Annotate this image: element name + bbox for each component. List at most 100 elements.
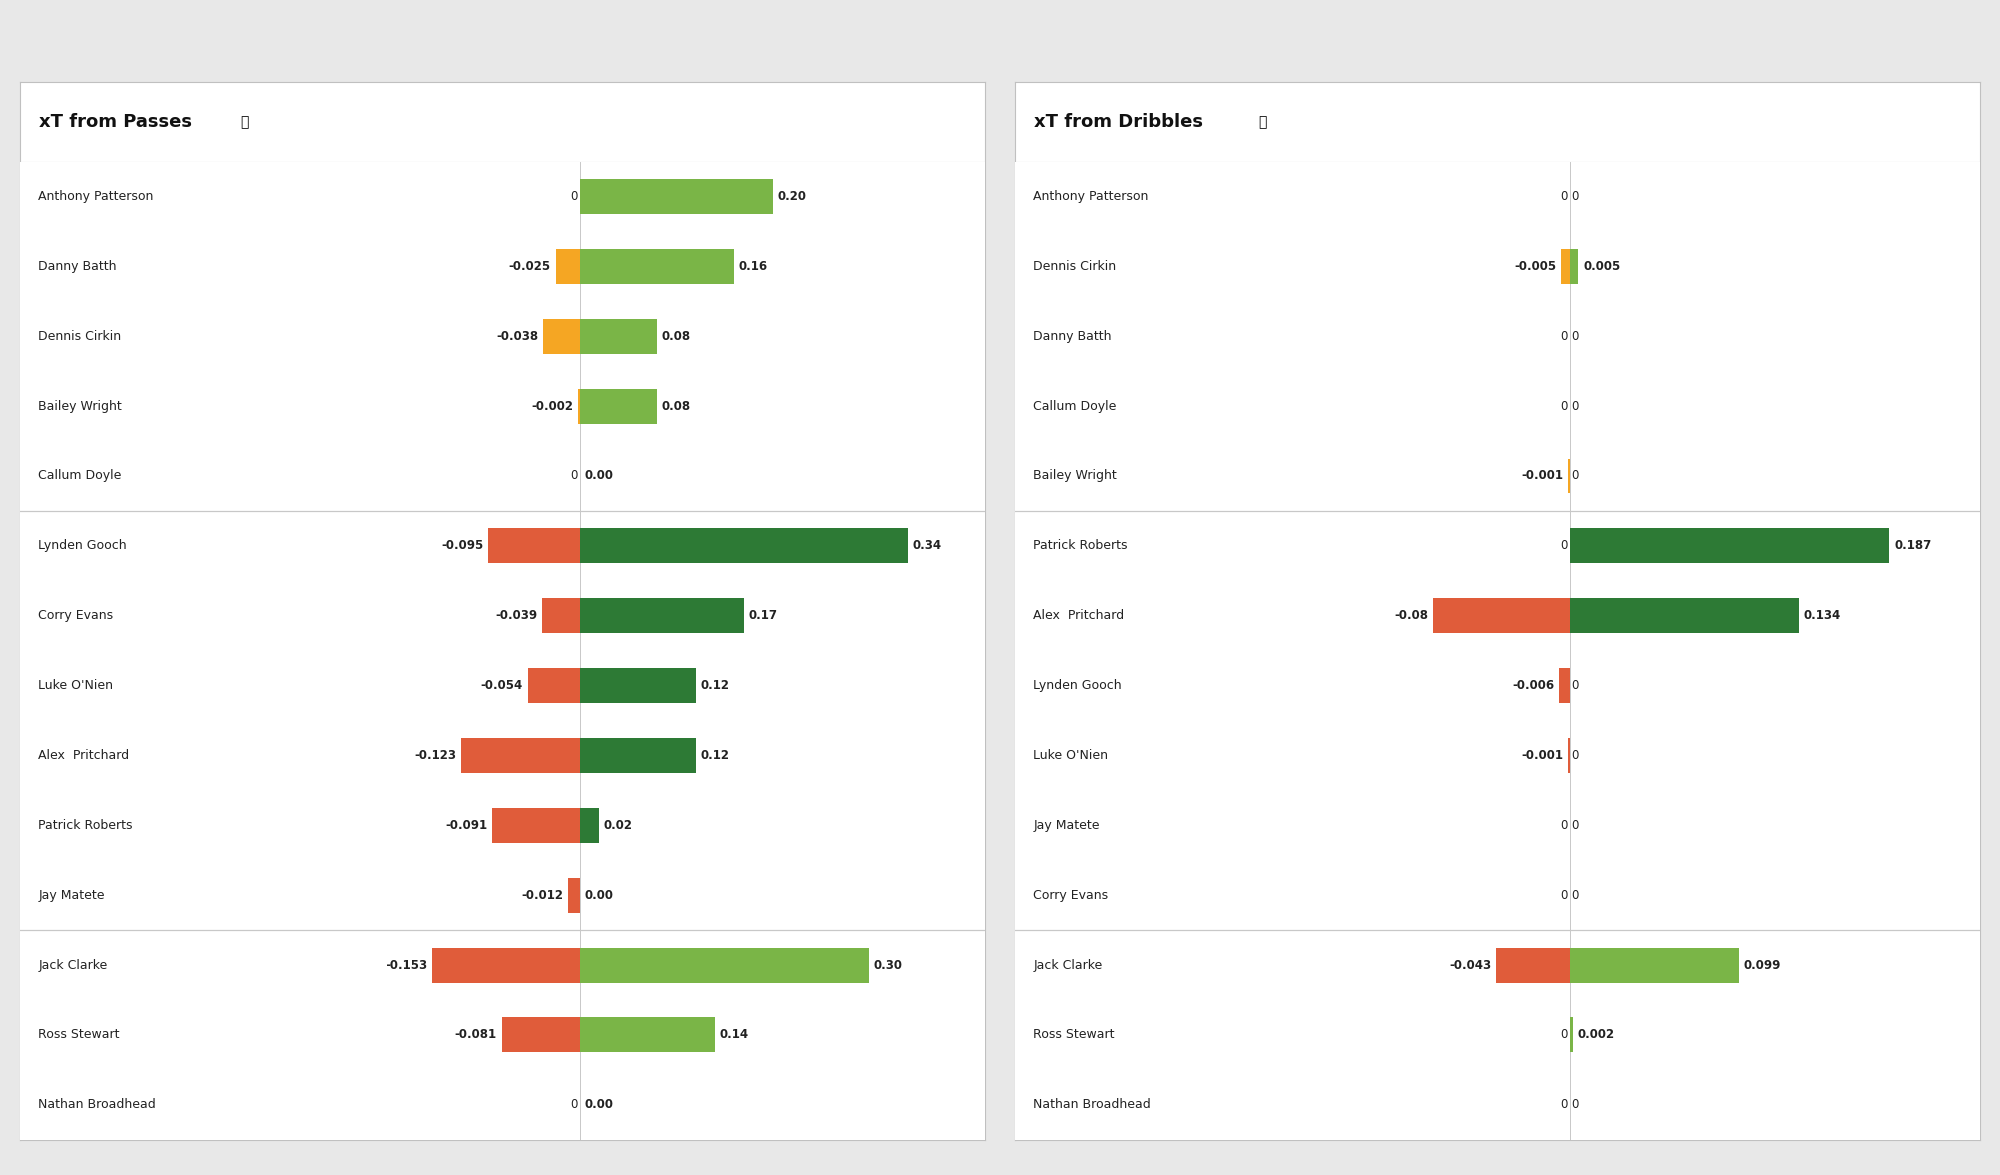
Bar [580,1018,714,1053]
Text: 0.002: 0.002 [1578,1028,1616,1041]
Text: xT from Passes: xT from Passes [40,113,192,130]
Text: 0: 0 [1572,330,1578,343]
Text: 0.134: 0.134 [1804,609,1840,623]
Text: 0.30: 0.30 [874,959,902,972]
Bar [492,808,580,842]
Text: Alex  Pritchard: Alex Pritchard [1034,609,1124,623]
Text: 0.20: 0.20 [778,190,806,203]
Bar [462,738,580,773]
Text: -0.001: -0.001 [1522,748,1564,761]
Bar [580,669,696,703]
Text: Dennis Cirkin: Dennis Cirkin [1034,260,1116,273]
Bar [580,179,772,214]
Bar [580,598,744,633]
Text: Callum Doyle: Callum Doyle [1034,400,1116,412]
Bar [544,318,580,354]
Text: 0.12: 0.12 [700,748,730,761]
Text: Corry Evans: Corry Evans [1034,888,1108,901]
Text: Dennis Cirkin: Dennis Cirkin [38,330,122,343]
Text: -0.006: -0.006 [1512,679,1554,692]
Text: -0.005: -0.005 [1514,260,1556,273]
Text: 0.00: 0.00 [584,470,614,483]
Text: 0.34: 0.34 [912,539,942,552]
Text: 🏅: 🏅 [240,115,248,129]
Text: 0.14: 0.14 [720,1028,748,1041]
Text: 0.08: 0.08 [662,400,690,412]
Text: 0.187: 0.187 [1894,539,1932,552]
Text: 0: 0 [1560,819,1568,832]
Bar [528,669,580,703]
Text: 0: 0 [1572,748,1578,761]
Text: 🏅: 🏅 [1258,115,1266,129]
Bar [1570,947,1738,982]
Text: Alex  Pritchard: Alex Pritchard [38,748,130,761]
Text: Jay Matete: Jay Matete [1034,819,1100,832]
Bar [542,598,580,633]
Bar [580,389,656,423]
Text: 0: 0 [570,1099,578,1112]
Text: Patrick Roberts: Patrick Roberts [38,819,132,832]
Bar [1432,598,1570,633]
Text: -0.012: -0.012 [522,888,564,901]
Bar [1560,669,1570,703]
Text: -0.123: -0.123 [414,748,456,761]
Text: Ross Stewart: Ross Stewart [1034,1028,1114,1041]
Text: 0.17: 0.17 [748,609,778,623]
Text: -0.002: -0.002 [530,400,572,412]
Text: 0: 0 [1560,539,1568,552]
Text: 0.00: 0.00 [584,888,614,901]
Bar [580,808,600,842]
Text: 0: 0 [1560,330,1568,343]
Bar [1496,947,1570,982]
Text: Jay Matete: Jay Matete [38,888,104,901]
Text: 0.005: 0.005 [1584,260,1620,273]
Bar [1562,249,1570,284]
Text: -0.025: -0.025 [508,260,550,273]
Text: Lynden Gooch: Lynden Gooch [38,539,126,552]
Text: 0.16: 0.16 [738,260,768,273]
Text: Callum Doyle: Callum Doyle [38,470,122,483]
Text: -0.091: -0.091 [444,819,488,832]
Text: 0: 0 [1572,888,1578,901]
Bar [502,1018,580,1053]
Text: -0.039: -0.039 [496,609,538,623]
Text: 0: 0 [570,190,578,203]
Text: 0: 0 [1572,400,1578,412]
Text: Bailey Wright: Bailey Wright [1034,470,1118,483]
Bar [580,249,734,284]
Text: Luke O'Nien: Luke O'Nien [1034,748,1108,761]
Text: 0: 0 [1572,1099,1578,1112]
Text: -0.081: -0.081 [454,1028,496,1041]
Bar [1570,598,1798,633]
Text: 0: 0 [1560,1028,1568,1041]
Text: -0.08: -0.08 [1394,609,1428,623]
Bar [1570,1018,1574,1053]
Bar [488,529,580,563]
Text: -0.043: -0.043 [1450,959,1492,972]
Text: -0.095: -0.095 [440,539,484,552]
Bar [580,318,656,354]
Bar [1570,529,1890,563]
Text: Ross Stewart: Ross Stewart [38,1028,120,1041]
Text: 0: 0 [570,470,578,483]
Text: Anthony Patterson: Anthony Patterson [1034,190,1148,203]
Text: -0.153: -0.153 [386,959,428,972]
Text: 0.099: 0.099 [1744,959,1782,972]
Bar [568,878,580,913]
Bar [580,738,696,773]
Text: 0.00: 0.00 [584,1099,614,1112]
Text: Jack Clarke: Jack Clarke [38,959,108,972]
Bar [432,947,580,982]
Text: 0: 0 [1560,888,1568,901]
Text: xT from Dribbles: xT from Dribbles [1034,113,1204,130]
Text: 0.02: 0.02 [604,819,632,832]
Text: 0: 0 [1572,679,1578,692]
Text: 0: 0 [1572,470,1578,483]
Text: Lynden Gooch: Lynden Gooch [1034,679,1122,692]
Text: 0.08: 0.08 [662,330,690,343]
Text: Nathan Broadhead: Nathan Broadhead [1034,1099,1152,1112]
Text: Danny Batth: Danny Batth [38,260,116,273]
Text: 0: 0 [1560,190,1568,203]
Bar [556,249,580,284]
Text: Nathan Broadhead: Nathan Broadhead [38,1099,156,1112]
